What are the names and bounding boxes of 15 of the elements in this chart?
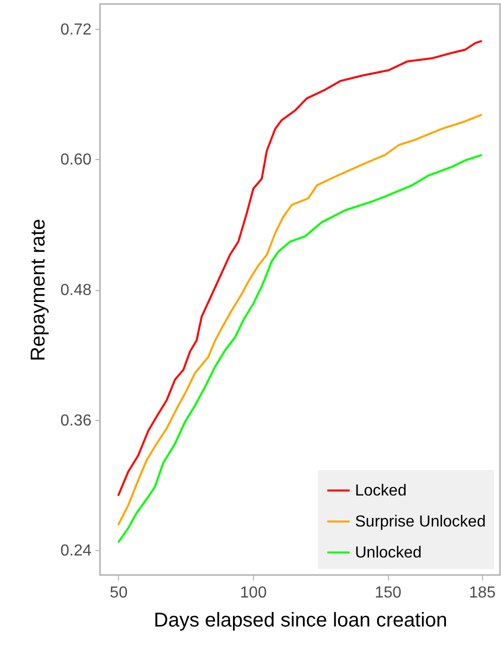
legend-label: Surprise Unlocked — [355, 514, 486, 530]
x-tick-label: 50 — [110, 584, 128, 602]
x-tick-label: 100 — [240, 584, 267, 602]
y-axis-title: Repayment rate — [27, 218, 50, 362]
y-tick-label: 0.48 — [60, 282, 92, 299]
line-series — [117, 40, 483, 497]
x-axis-title: Days elapsed since loan creation — [154, 610, 448, 632]
y-tick-label: 0.60 — [60, 152, 92, 169]
y-tick-label: 0.72 — [60, 21, 92, 38]
y-tick-label: 0.24 — [60, 542, 92, 560]
y-tick-label: 0.36 — [60, 412, 92, 430]
legend-label: Locked — [355, 482, 407, 500]
x-tick-label: 150 — [374, 584, 402, 602]
legend-label: Unlocked — [355, 544, 422, 562]
x-tick-label: 185 — [468, 584, 496, 602]
